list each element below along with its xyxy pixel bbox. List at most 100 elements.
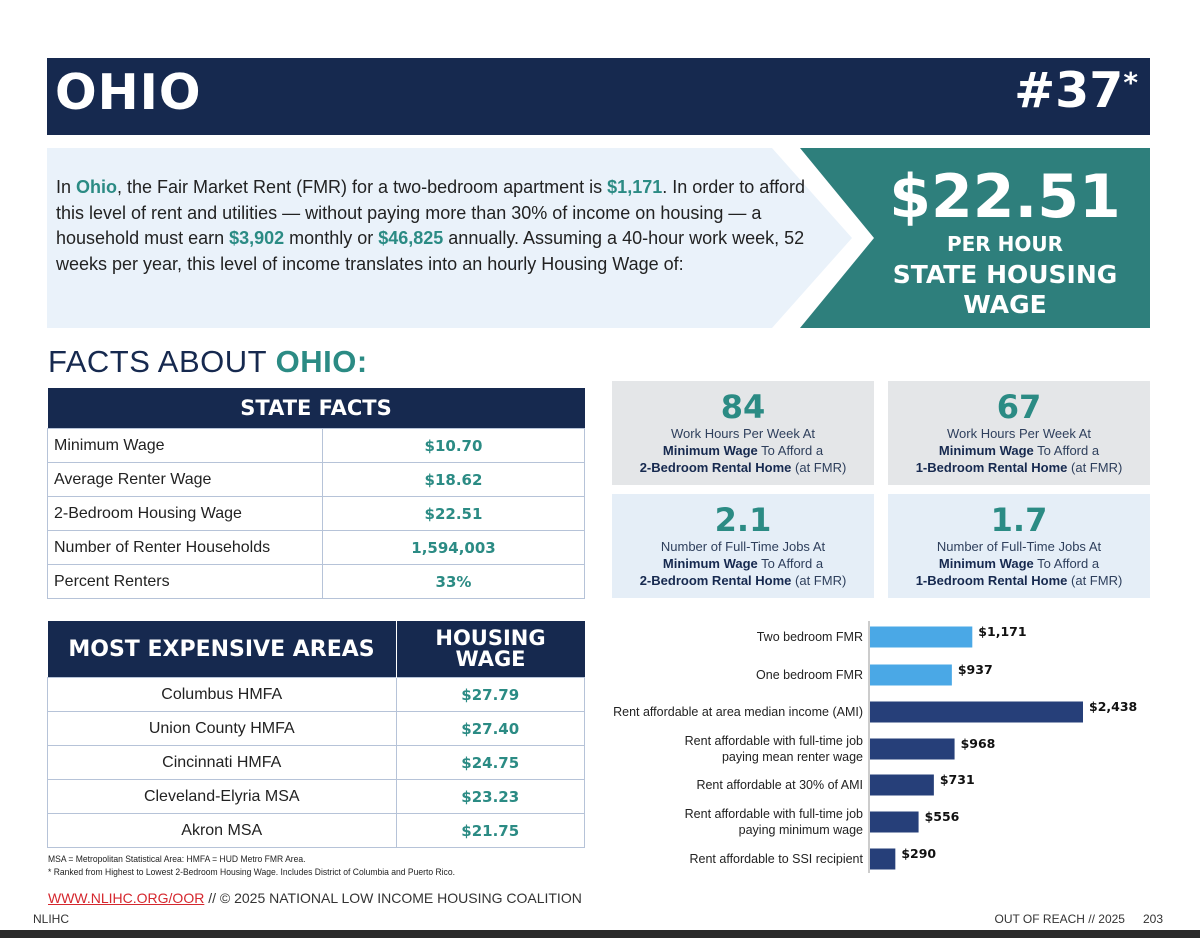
- fact-value: 33%: [322, 564, 585, 599]
- housing-wage-header-line-1: HOUSING: [435, 626, 546, 650]
- wage-label-line-1: STATE HOUSING: [892, 260, 1118, 289]
- chart-bar-value-label: $556: [925, 809, 960, 824]
- chart-bar-value-label: $1,171: [978, 624, 1026, 639]
- area-wage: $27.79: [395, 677, 585, 712]
- fact-label: Number of Renter Households: [47, 530, 323, 565]
- rent-comparison-chart: $1,171 Two bedroom FMR $937 One bedroom FMR…: [613, 621, 1137, 873]
- stat-caption-line-2: Minimum Wage To Afford a: [888, 555, 1150, 572]
- stat-caption-text: (at FMR): [791, 573, 847, 588]
- state-housing-wage-label: STATE HOUSING WAGE: [860, 260, 1150, 320]
- footnote-line-2: * Ranked from Highest to Lowest 2-Bedroo…: [48, 867, 455, 878]
- stat-caption-line-1: Work Hours Per Week At: [670, 426, 815, 441]
- stat-caption-bold: 2-Bedroom Rental Home: [639, 460, 792, 475]
- stat-box-jobs-2br: 2.1 Number of Full-Time Jobs At Minimum …: [612, 494, 874, 598]
- state-facts-title: STATE FACTS: [47, 388, 585, 429]
- chart-bar-value-label: $290: [901, 846, 936, 861]
- stat-caption-line-1: Work Hours Per Week At: [946, 426, 1091, 441]
- stat-caption-line-3: 2-Bedroom Rental Home (at FMR): [612, 572, 874, 589]
- bottom-edge-strip: [0, 930, 1200, 938]
- rank-value: #37: [1014, 62, 1124, 119]
- rank-footnote-mark: *: [1123, 66, 1138, 99]
- facts-heading: FACTS ABOUT OHIO:: [48, 344, 368, 380]
- chart-bar-value-label: $968: [961, 736, 996, 751]
- housing-wage-amount: $22.51: [889, 162, 1121, 232]
- stat-caption-line-1: Number of Full-Time Jobs At: [936, 539, 1102, 554]
- table-row: Cincinnati HMFA $24.75: [47, 745, 585, 780]
- fact-label: Percent Renters: [47, 564, 323, 599]
- fact-value: $18.62: [322, 462, 585, 497]
- housing-wage-column-header: HOUSING WAGE: [396, 621, 585, 678]
- stat-value: 2.1: [714, 501, 772, 539]
- stat-caption-line-3: 2-Bedroom Rental Home (at FMR): [612, 459, 874, 476]
- most-expensive-areas-table: MOST EXPENSIVE AREAS HOUSING WAGE Columbu…: [47, 621, 585, 848]
- stat-value: 1.7: [990, 501, 1048, 539]
- state-facts-table: STATE FACTS Minimum Wage $10.70 Average R…: [47, 388, 585, 599]
- area-name: Union County HMFA: [47, 711, 397, 746]
- chart-bar-value-label: $937: [958, 662, 993, 677]
- chart-bar-value-label: $2,438: [1089, 699, 1137, 714]
- footer-credit: WWW.NLIHC.ORG/OOR // © 2025 NATIONAL LOW…: [48, 890, 582, 906]
- fact-value: 1,594,003: [322, 530, 585, 565]
- chart-category-label: Rent affordable to SSI recipient: [690, 852, 864, 866]
- chart-category-label: Rent affordable with full-time job: [685, 807, 863, 821]
- area-wage: $21.75: [395, 813, 585, 848]
- intro-monthly-income: $3,902: [229, 228, 285, 248]
- chart-bar: [870, 811, 919, 833]
- copyright-text: // © 2025 NATIONAL LOW INCOME HOUSING CO…: [204, 890, 582, 906]
- chart-category-label: Two bedroom FMR: [757, 630, 863, 644]
- stat-box-hours-2br: 84 Work Hours Per Week At Minimum Wage T…: [612, 381, 874, 485]
- intro-fmr: $1,171: [607, 177, 663, 197]
- area-name: Cincinnati HMFA: [47, 745, 397, 780]
- stat-caption-text: To Afford a: [757, 443, 824, 458]
- stat-value: 67: [996, 388, 1042, 426]
- intro-text-4: monthly or: [284, 228, 379, 248]
- intro-paragraph: In Ohio, the Fair Market Rent (FMR) for …: [56, 175, 806, 277]
- intro-text-2: , the Fair Market Rent (FMR) for a two-b…: [117, 177, 608, 197]
- stat-caption-bold: Minimum Wage: [938, 556, 1034, 571]
- stat-caption-bold: 1-Bedroom Rental Home: [915, 573, 1068, 588]
- chart-bar: [870, 774, 934, 796]
- stat-caption-line-3: 1-Bedroom Rental Home (at FMR): [888, 459, 1150, 476]
- table-row: Union County HMFA $27.40: [47, 711, 585, 746]
- intro-text-1: In: [56, 177, 77, 197]
- stat-value: 84: [720, 388, 766, 426]
- publication-info: OUT OF REACH // 2025 203: [976, 912, 1163, 926]
- intro-panel: In Ohio, the Fair Market Rent (FMR) for …: [47, 148, 852, 328]
- chart-bar: [870, 848, 896, 870]
- chart-bar: [870, 701, 1083, 723]
- chart-category-label: Rent affordable with full-time job: [685, 734, 863, 748]
- facts-heading-prefix: FACTS ABOUT: [48, 344, 276, 379]
- state-title: OHIO: [55, 64, 202, 121]
- fact-label: 2-Bedroom Housing Wage: [47, 496, 323, 531]
- oor-website-link[interactable]: WWW.NLIHC.ORG/OOR: [48, 890, 205, 906]
- publication-title: OUT OF REACH // 2025: [994, 912, 1125, 926]
- stat-box-hours-1br: 67 Work Hours Per Week At Minimum Wage T…: [888, 381, 1150, 485]
- facts-heading-state: OHIO:: [275, 344, 368, 379]
- area-name: Columbus HMFA: [47, 677, 397, 712]
- housing-wage-badge: $22.51 PER HOUR STATE HOUSING WAGE: [800, 148, 1150, 328]
- intro-state: Ohio: [76, 177, 118, 197]
- stat-caption-text: (at FMR): [1067, 573, 1123, 588]
- stat-caption-line-3: 1-Bedroom Rental Home (at FMR): [888, 572, 1150, 589]
- stat-caption-text: To Afford a: [757, 556, 824, 571]
- stat-caption-text: (at FMR): [1067, 460, 1123, 475]
- page-number: 203: [1142, 912, 1163, 926]
- chart-category-label: paying mean renter wage: [722, 750, 863, 764]
- housing-wage-header-line-2: WAGE: [455, 647, 526, 671]
- area-name: Cleveland-Elyria MSA: [47, 779, 397, 814]
- table-row: Percent Renters 33%: [47, 564, 585, 599]
- area-name: Akron MSA: [47, 813, 397, 848]
- footnote-line-1: MSA = Metropolitan Statistical Area: HMF…: [48, 854, 306, 865]
- stat-caption-bold: 2-Bedroom Rental Home: [639, 573, 792, 588]
- chart-category-label: One bedroom FMR: [756, 668, 863, 682]
- intro-text-5: annually. Assuming a 40-hour work week, …: [56, 228, 805, 274]
- stat-caption-bold: Minimum Wage: [662, 556, 758, 571]
- fact-label: Average Renter Wage: [47, 462, 323, 497]
- stat-caption-bold: Minimum Wage: [662, 443, 758, 458]
- stat-box-jobs-1br: 1.7 Number of Full-Time Jobs At Minimum …: [888, 494, 1150, 598]
- chart-category-label: Rent affordable at area median income (A…: [613, 705, 863, 719]
- table-row: Minimum Wage $10.70: [47, 428, 585, 463]
- intro-panel-background: [47, 148, 852, 328]
- stat-caption-line-2: Minimum Wage To Afford a: [888, 442, 1150, 459]
- table-row: Number of Renter Households 1,594,003: [47, 530, 585, 565]
